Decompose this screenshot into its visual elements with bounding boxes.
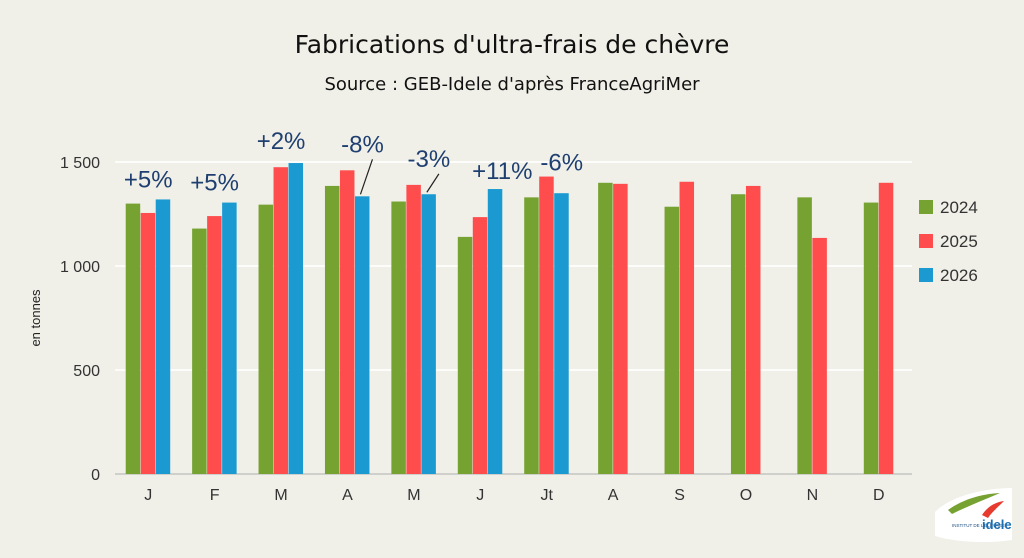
bar-2025 (812, 237, 827, 474)
logo-small-text: INSTITUT DE L'ÉLEVAGE (952, 522, 1005, 528)
legend: 2024 2025 2026 (919, 198, 978, 285)
bar-2025 (339, 170, 355, 474)
idele-logo: INSTITUT DE L'ÉLEVAGE idele (935, 488, 1012, 543)
change-label: +11% (472, 158, 532, 185)
x-tick-label: N (807, 487, 819, 504)
x-tick-label: J (144, 487, 152, 504)
logo-swoosh-red (982, 501, 1004, 518)
bar-2024 (125, 203, 141, 474)
change-label: -8% (341, 131, 384, 158)
logo-main-text: idele (982, 517, 1012, 532)
bar-2026 (421, 194, 436, 475)
bar-2025 (539, 176, 554, 474)
x-tick-label: F (210, 487, 220, 504)
bar-2025 (207, 216, 222, 474)
y-tick-label: 0 (91, 467, 100, 484)
bar-2025 (273, 167, 289, 474)
bar-2024 (598, 182, 613, 475)
change-label: +5% (124, 166, 173, 193)
x-tick-label: A (342, 487, 353, 504)
bar-2025 (472, 217, 488, 474)
leader-line (426, 173, 440, 193)
legend-label-2024: 2024 (940, 198, 978, 217)
bar-2024 (258, 204, 274, 474)
change-label: +2% (257, 128, 306, 155)
legend-label-2025: 2025 (940, 232, 978, 251)
x-tick-label: Jt (540, 487, 553, 504)
x-tick-label: S (674, 487, 685, 504)
bar-2025 (140, 212, 156, 474)
bar-2025 (406, 184, 421, 474)
annotations: +5% +5% +2% -8% -3% +11% -6% (124, 128, 583, 197)
bar-2025 (745, 185, 761, 475)
x-tick-label: O (740, 487, 752, 504)
change-label: +5% (190, 170, 239, 197)
bar-2024 (664, 206, 680, 474)
bar-2025 (679, 181, 695, 474)
x-tick-label: A (608, 487, 619, 504)
legend-swatch-2025 (919, 234, 933, 248)
bar-2024 (192, 228, 207, 474)
bar-2026 (354, 196, 370, 474)
y-ticks: 0 500 1 000 1 500 (60, 155, 100, 484)
x-ticks: J F M A M J Jt A S O N D (144, 487, 884, 504)
x-tick-label: D (873, 487, 885, 504)
y-axis-label: en tonnes (28, 289, 43, 347)
bar-2024 (324, 185, 340, 475)
logo-swoosh-green (948, 493, 1000, 514)
x-tick-label: M (274, 487, 287, 504)
chart-title: Fabrications d'ultra-frais de chèvre (295, 30, 730, 59)
bar-2025 (878, 182, 894, 475)
bars (125, 163, 894, 475)
legend-swatch-2026 (919, 268, 933, 282)
bar-2024 (524, 197, 539, 475)
leader-line (359, 159, 374, 195)
bar-2024 (730, 194, 746, 475)
x-tick-label: J (476, 487, 484, 504)
change-label: -3% (408, 146, 451, 173)
bar-2026 (288, 163, 304, 475)
y-tick-label: 1 000 (60, 259, 100, 276)
x-tick-label: M (407, 487, 420, 504)
legend-swatch-2024 (919, 200, 933, 214)
grid (115, 161, 912, 475)
bar-2024 (863, 202, 879, 474)
y-tick-label: 500 (73, 363, 100, 380)
bar-2024 (797, 197, 812, 475)
bar-2026 (487, 189, 503, 475)
chart-subtitle: Source : GEB-Idele d'après FranceAgriMer (324, 74, 700, 95)
y-tick-label: 1 500 (60, 155, 100, 172)
bar-2026 (554, 193, 569, 474)
legend-label-2026: 2026 (940, 266, 978, 285)
bar-2026 (222, 202, 237, 474)
bar-2024 (391, 201, 406, 474)
bar-2026 (155, 199, 171, 474)
bar-2024 (457, 236, 473, 474)
bar-2025 (613, 183, 628, 474)
change-label: -6% (540, 150, 583, 177)
